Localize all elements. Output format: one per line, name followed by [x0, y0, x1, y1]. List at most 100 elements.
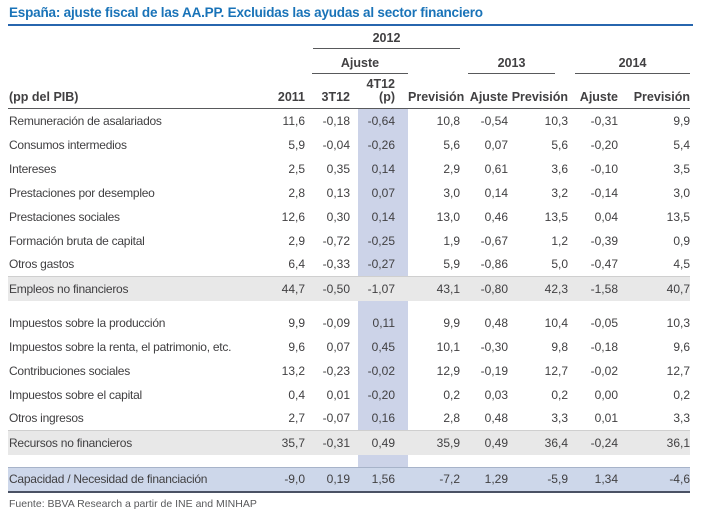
cell-value: 9,9: [443, 315, 460, 330]
table-row: Prestaciones sociales 12,6 0,30 0,14 13,0 0,4…: [8, 204, 690, 229]
cell-value: 10,3: [666, 315, 690, 330]
cell-value: 3,0: [673, 185, 690, 200]
cell-value: 0,9: [673, 233, 690, 248]
cell-value: -1,58: [568, 276, 618, 301]
cell-value: [460, 301, 508, 311]
row-label: [8, 455, 248, 468]
bottom-rule: [8, 490, 690, 493]
cell-value: 0,46: [484, 209, 508, 224]
cell-value: -0,47: [590, 257, 618, 272]
cell-value: -0,33: [322, 257, 350, 272]
table-row: Impuestos sobre la producción 9,9 -0,09 0,1…: [8, 310, 690, 335]
cell-value: 4,5: [673, 257, 690, 272]
cell-value: [248, 455, 305, 468]
cell-value: -1,07: [358, 276, 408, 301]
column-header-4t12-p: 4T12 (p): [358, 74, 408, 109]
cell-value: 0,4: [288, 387, 305, 402]
col-group-2012: 2012: [313, 32, 460, 49]
row-label: Remuneración de asalariados: [9, 113, 162, 128]
cell-value: -0,39: [590, 233, 618, 248]
cell-value: [305, 455, 358, 468]
cell-value: 42,3: [508, 276, 568, 301]
cell-value: 10,3: [544, 113, 568, 128]
cell-value: -0,24: [568, 430, 618, 455]
cell-value: [408, 455, 460, 468]
cell-value: 0,01: [594, 411, 618, 426]
col-group-2014-cell: 2014: [568, 49, 690, 74]
cell-value: 12,9: [436, 363, 460, 378]
cell-value: [618, 301, 690, 311]
cell-value: -0,50: [305, 276, 358, 301]
col-group-2013: 2013: [468, 57, 555, 74]
cell-value: [568, 455, 618, 468]
cell-value: 0,19: [305, 467, 358, 491]
cell-value: 43,1: [408, 276, 460, 301]
table-row: Empleos no financieros 44,7 -0,50 -1,07 43,1…: [8, 276, 690, 301]
cell-value: 2,7: [288, 411, 305, 426]
cell-value: 3,3: [673, 411, 690, 426]
cell-value: 1,29: [460, 467, 508, 491]
cell-value: [508, 455, 568, 468]
cell-value: 5,6: [443, 137, 460, 152]
cell-value: 2,8: [443, 411, 460, 426]
cell-value: 13,5: [666, 209, 690, 224]
cell-value: -0,31: [305, 430, 358, 455]
cell-value: 9,6: [673, 339, 690, 354]
column-header-prevision-2014: Previsión: [618, 74, 690, 109]
cell-value: 5,0: [551, 257, 568, 272]
cell-value: 36,4: [508, 430, 568, 455]
cell-value: 2,8: [288, 185, 305, 200]
cell-value: 10,4: [544, 315, 568, 330]
cell-value: -4,6: [618, 467, 690, 491]
cell-value: 0,11: [358, 310, 408, 335]
row-label: Intereses: [9, 161, 57, 176]
cell-value: 9,9: [673, 113, 690, 128]
cell-value: 13,2: [281, 363, 305, 378]
table-row: Consumos intermedios 5,9 -0,04 -0,26 5,6 0,07…: [8, 132, 690, 157]
header-group-row-years: Ajuste 2013 2014: [8, 49, 690, 74]
table-row: Remuneración de asalariados 11,6 -0,18 -0,6…: [8, 108, 690, 133]
cell-value: 6,4: [288, 257, 305, 272]
cell-value: 13,5: [544, 209, 568, 224]
cell-value: [358, 454, 408, 468]
cell-value: [568, 301, 618, 311]
column-header-2011: 2011: [248, 74, 305, 109]
cell-value: 12,7: [666, 363, 690, 378]
cell-value: -0,05: [590, 315, 618, 330]
cell-value: 0,49: [358, 430, 408, 455]
cell-value: -0,02: [590, 363, 618, 378]
cell-value: -0,27: [358, 252, 408, 277]
cell-value: 9,9: [288, 315, 305, 330]
cell-value: 9,6: [288, 339, 305, 354]
cell-value: 0,07: [484, 137, 508, 152]
cell-value: 44,7: [248, 276, 305, 301]
cell-value: 0,48: [484, 411, 508, 426]
cell-value: 3,0: [443, 185, 460, 200]
cell-value: 0,16: [358, 406, 408, 431]
cell-value: 0,01: [326, 387, 350, 402]
cell-value: [305, 301, 358, 311]
cell-value: -0,26: [358, 132, 408, 157]
cell-value: -0,31: [590, 113, 618, 128]
cell-value: 5,9: [443, 257, 460, 272]
cell-value: -0,86: [480, 257, 508, 272]
table-row: Otros ingresos 2,7 -0,07 0,16 2,8 0,48 3,3 0,01…: [8, 406, 690, 431]
cell-value: -0,80: [460, 276, 508, 301]
cell-value: -7,2: [408, 467, 460, 491]
col-group-2013-cell: 2013: [460, 49, 568, 74]
column-header-row: (pp del PIB) 2011 3T12 4T12 (p) Previsió…: [8, 74, 690, 109]
cell-value: -0,18: [590, 339, 618, 354]
row-label: Recursos no financieros: [8, 430, 248, 455]
cell-value: 1,9: [443, 233, 460, 248]
table-row: Recursos no financieros 35,7 -0,31 0,49 35,9…: [8, 430, 690, 455]
cell-value: 5,6: [551, 137, 568, 152]
cell-value: 0,14: [484, 185, 508, 200]
cell-value: 0,14: [358, 204, 408, 229]
table-row: Otros gastos 6,4 -0,33 -0,27 5,9 -0,86 5,0 -0,4…: [8, 252, 690, 277]
cell-value: -9,0: [248, 467, 305, 491]
col-group-ajuste-cell: Ajuste: [305, 49, 408, 74]
cell-value: [248, 301, 305, 311]
cell-value: 0,35: [326, 161, 350, 176]
row-label: Otros gastos: [9, 257, 75, 272]
cell-value: 3,3: [551, 411, 568, 426]
